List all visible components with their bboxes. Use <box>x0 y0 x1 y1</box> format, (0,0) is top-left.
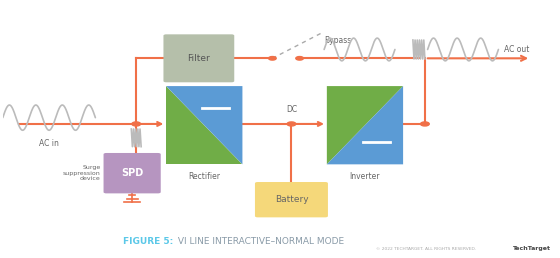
Circle shape <box>132 122 141 126</box>
Text: Battery: Battery <box>274 195 308 204</box>
Text: © 2022 TECHTARGET. ALL RIGHTS RESERVED.: © 2022 TECHTARGET. ALL RIGHTS RESERVED. <box>376 247 476 251</box>
Circle shape <box>421 122 430 126</box>
Text: Filter: Filter <box>188 54 210 63</box>
Text: SPD: SPD <box>121 168 143 178</box>
Text: TechTarget: TechTarget <box>512 246 550 251</box>
Text: FIGURE 5:: FIGURE 5: <box>123 237 173 246</box>
FancyBboxPatch shape <box>164 34 234 82</box>
FancyBboxPatch shape <box>255 182 328 217</box>
Polygon shape <box>327 86 403 164</box>
FancyBboxPatch shape <box>104 153 161 194</box>
Circle shape <box>287 122 296 126</box>
Circle shape <box>269 57 276 60</box>
Text: VI LINE INTERACTIVE–NORMAL MODE: VI LINE INTERACTIVE–NORMAL MODE <box>175 237 344 246</box>
Polygon shape <box>327 86 403 164</box>
Polygon shape <box>166 86 242 164</box>
Polygon shape <box>166 86 242 164</box>
Circle shape <box>296 57 304 60</box>
Text: AC in: AC in <box>39 139 59 148</box>
Text: DC: DC <box>286 105 297 114</box>
Text: AC out: AC out <box>504 45 529 54</box>
Text: Surge
suppression
device: Surge suppression device <box>63 165 101 181</box>
Text: Inverter: Inverter <box>350 172 380 181</box>
Text: Bypass: Bypass <box>324 36 351 45</box>
Text: Rectifier: Rectifier <box>188 172 220 181</box>
